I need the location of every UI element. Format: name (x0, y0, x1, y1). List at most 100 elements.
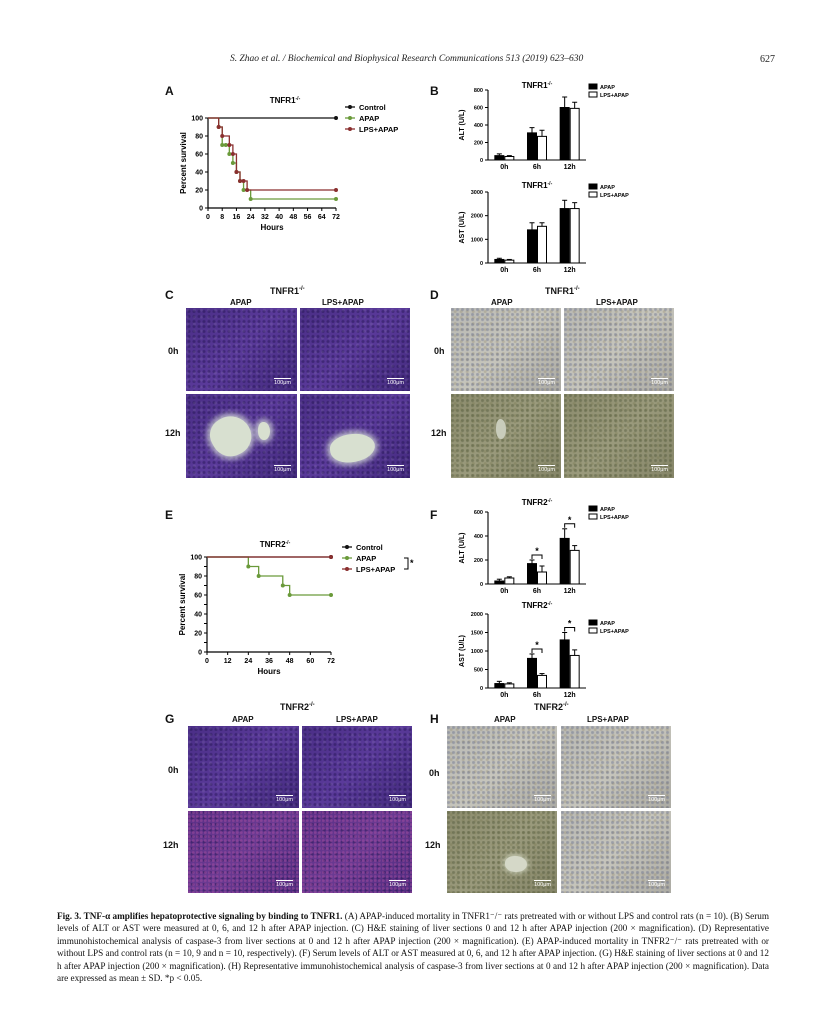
bar-lps-apap (569, 654, 580, 689)
legend-swatch (588, 627, 598, 634)
micrograph-g-lps-apap-12h: 100μm (302, 811, 412, 893)
micrograph-c-lps-apap-0h: 100μm (300, 308, 410, 391)
significance-star: * (568, 515, 572, 525)
bar-lps-apap (537, 225, 547, 264)
micrograph-h-lps-apap-12h: 100μm (561, 811, 671, 893)
x-tick-label: 6h (533, 692, 541, 699)
chart-title: TNFR2-/- (522, 601, 553, 610)
panel-h-title: TNFR2-/- (534, 702, 569, 712)
data-point (248, 197, 253, 201)
bar-lps-apap (537, 674, 547, 689)
micrograph-c-apap-0h: 100μm (186, 308, 297, 391)
bar-lps-apap (537, 571, 547, 585)
bar-lps-apap (569, 208, 580, 264)
row-label-12h-h: 12h (425, 840, 441, 850)
x-tick-label: 0h (500, 267, 508, 274)
row-label-12h-g: 12h (163, 840, 179, 850)
x-tick-label: 72 (327, 658, 335, 665)
row-label-0h-h: 0h (429, 768, 440, 778)
significance-bracket (531, 648, 543, 653)
x-tick-label: 24 (247, 214, 255, 221)
bar-lps-apap (504, 259, 515, 264)
bar-lps-apap (569, 549, 580, 585)
series-line-apap (208, 117, 336, 200)
col-label-lps-apap-h: LPS+APAP (587, 715, 629, 724)
micrograph-d-lps-apap-0h: 100μm (564, 308, 674, 391)
micrograph-h-lps-apap-0h: 100μm (561, 726, 671, 808)
x-tick-label: 12h (564, 164, 576, 171)
significance-bracket (564, 627, 576, 632)
micrograph-g-apap-0h: 100μm (188, 726, 299, 808)
caption-title: TNF-α amplifies hepatoprotective signali… (83, 911, 343, 921)
legend-label: LPS+APAP (359, 125, 398, 134)
y-tick-label: 800 (474, 88, 483, 94)
legend-label: LPS+APAP (600, 515, 629, 521)
x-tick-label: 36 (265, 658, 273, 665)
y-tick-label: 80 (195, 134, 203, 141)
row-label-0h-g: 0h (168, 765, 179, 775)
y-tick-label: 2000 (471, 214, 483, 220)
col-label-lps-apap-g: LPS+APAP (336, 715, 378, 724)
significance-star: * (535, 546, 539, 556)
legend-label: Control (359, 103, 386, 112)
legend-marker (348, 116, 352, 120)
bar-lps-apap (537, 135, 547, 161)
micrograph-h-apap-12h: 100μm (447, 811, 557, 893)
x-tick-label: 12h (564, 588, 576, 595)
data-point (280, 583, 285, 588)
col-label-apap-c: APAP (230, 298, 252, 307)
legend-label: APAP (600, 185, 615, 191)
x-tick-label: 0h (500, 692, 508, 699)
legend-marker (348, 105, 352, 109)
col-label-apap-g: APAP (232, 715, 254, 724)
caption-label: Fig. 3. (57, 911, 82, 921)
row-label-12h-d: 12h (431, 428, 447, 438)
alt-chart-tnfr1: TNFR1-/- 0 200 400 600 800 ALT (U/L) 0h 6h 12h APA… (459, 81, 629, 171)
legend-label: APAP (359, 114, 379, 123)
data-point (334, 188, 338, 192)
survival-chart-tnfr1: TNFR1-/- 0 20 40 60 80 100 0 8 16 24 32 40 48 56 64 72 Ho… (179, 96, 398, 232)
x-tick-label: 0 (206, 214, 210, 221)
micrograph-c-lps-apap-12h: 100μm (300, 394, 410, 478)
data-point (245, 188, 250, 192)
y-axis-label: AST (U/L) (459, 635, 466, 667)
legend-marker (345, 545, 349, 549)
legend-swatch (588, 191, 598, 198)
panel-label-a: A (165, 84, 174, 98)
y-tick-label: 60 (195, 152, 203, 159)
significance-star: * (410, 558, 414, 568)
x-tick-label: 60 (306, 658, 314, 665)
data-point (329, 555, 333, 559)
y-tick-label: 200 (474, 558, 483, 564)
panel-label-d: D (430, 288, 439, 302)
row-label-0h-d: 0h (434, 346, 445, 356)
y-tick-label: 60 (194, 593, 202, 600)
data-point (220, 143, 225, 147)
legend-label: APAP (600, 621, 615, 627)
bar-lps-apap (504, 156, 515, 161)
micrograph-h-apap-0h: 100μm (447, 726, 557, 808)
y-tick-label: 500 (474, 668, 483, 674)
micrograph-c-apap-12h: 100μm (186, 394, 297, 478)
legend-swatch (588, 183, 598, 190)
y-tick-label: 600 (474, 510, 483, 516)
data-point (216, 125, 221, 129)
row-label-12h-c: 12h (165, 428, 181, 438)
bar-lps-apap (569, 107, 580, 161)
y-axis-label: ALT (U/L) (459, 533, 466, 564)
legend-label: LPS+APAP (600, 193, 629, 199)
legend-label: APAP (600, 507, 615, 513)
x-tick-label: 0 (205, 658, 209, 665)
panel-label-e: E (165, 508, 174, 522)
x-tick-label: 48 (286, 658, 294, 665)
survival-chart-tnfr2: TNFR2-/- 0 20 40 60 80 100 0 12 24 36 48 60 72 Hours Pe… (178, 540, 414, 676)
bar-apap (559, 639, 570, 689)
chart-title: TNFR1-/- (522, 81, 553, 90)
data-point (287, 593, 292, 597)
significance-bracket (404, 557, 409, 570)
micrograph-d-lps-apap-12h: 100μm (564, 394, 674, 478)
bar-apap (527, 657, 537, 689)
data-point (227, 152, 232, 156)
y-tick-label: 1500 (471, 631, 483, 637)
legend-swatch (588, 513, 598, 520)
